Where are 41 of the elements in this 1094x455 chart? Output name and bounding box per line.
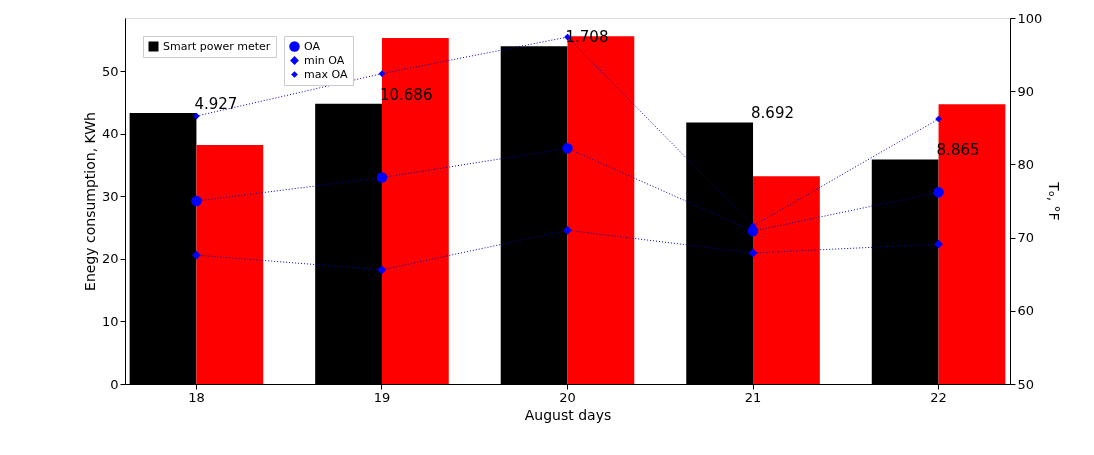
y-tick-label: 20 [101, 251, 119, 267]
point [191, 195, 202, 207]
bar [938, 104, 1006, 384]
y2-tick-label: 90 [1017, 83, 1035, 99]
bar [381, 38, 449, 384]
annotation: 4.927 [194, 95, 238, 114]
y-tick-label: 40 [101, 126, 119, 142]
x-tick-label: 22 [930, 389, 947, 405]
y2-tick-label: 100 [1017, 10, 1043, 26]
point [748, 248, 758, 258]
point [933, 186, 944, 198]
annotation: 8.692 [751, 104, 794, 123]
y-tick-label: 10 [101, 313, 119, 329]
legend-label: Smart power meter [163, 39, 271, 53]
x-tick-label: 18 [188, 389, 205, 405]
y-tick-label: 30 [101, 188, 119, 204]
legend-label: min OA [304, 53, 345, 67]
point [934, 239, 943, 249]
x-tick-label: 19 [373, 389, 391, 405]
point [562, 143, 573, 154]
y2-tick-label: 80 [1017, 156, 1035, 172]
y-tick-label: 0 [110, 376, 119, 392]
x-axis-title: August days [524, 406, 612, 423]
x-tick-label: 20 [559, 389, 576, 405]
y2-tick-label: 50 [1017, 376, 1035, 392]
x-tick-label: 21 [744, 389, 762, 405]
legend-label: max OA [304, 67, 348, 81]
y2-tick-label: 70 [1017, 230, 1035, 246]
y-tick-label: 50 [101, 63, 119, 79]
point [192, 250, 201, 260]
y2-tick-label: 60 [1017, 303, 1035, 319]
bar [753, 176, 820, 384]
point [377, 265, 387, 275]
y2-axis-title: Tₒ, °F [1046, 181, 1063, 221]
point [193, 112, 200, 120]
bar [196, 145, 264, 384]
point [563, 225, 572, 235]
point [376, 172, 388, 183]
legend-label: OA [304, 39, 321, 53]
point [378, 70, 386, 77]
y-axis-title: Enegy consumption, KWh [81, 112, 98, 291]
